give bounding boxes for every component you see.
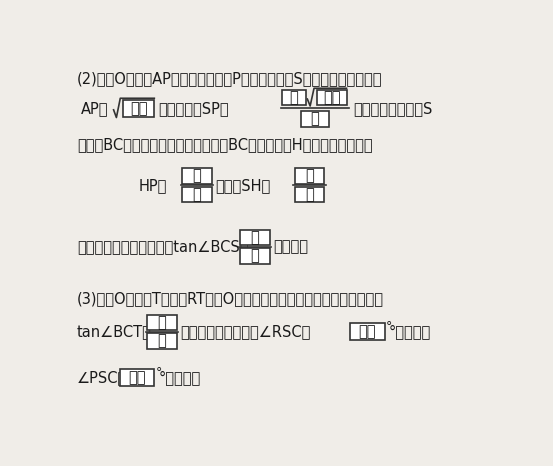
Text: である。よって，　∠RSC＝: である。よって， ∠RSC＝ xyxy=(181,324,311,339)
Text: チ: チ xyxy=(305,187,314,202)
Text: コ: コ xyxy=(290,90,298,105)
Bar xyxy=(182,187,212,202)
Bar xyxy=(182,168,212,184)
Text: クケ: クケ xyxy=(130,101,148,116)
Text: である。また，点S: である。また，点S xyxy=(353,101,432,116)
Text: ，　　SH＝: ， SH＝ xyxy=(215,178,270,193)
Text: ス: ス xyxy=(310,111,319,127)
Bar xyxy=(120,370,154,386)
Text: テ: テ xyxy=(251,249,259,264)
Text: ナ: ナ xyxy=(158,333,166,348)
Text: セ: セ xyxy=(192,169,201,184)
Text: ニヌ: ニヌ xyxy=(359,324,376,339)
Text: である。したがって，　tan∠BCS＝: である。したがって， tan∠BCS＝ xyxy=(77,240,248,254)
Text: ネノ: ネノ xyxy=(129,370,146,385)
Text: サシ: サシ xyxy=(323,90,341,105)
Text: タ: タ xyxy=(305,169,314,184)
Text: (2)　円Oと線分APとの交点のうちPと異なる方をSとする。このとき，: (2) 円Oと線分APとの交点のうちPと異なる方をSとする。このとき， xyxy=(77,71,382,86)
Text: HP＝: HP＝ xyxy=(139,178,167,193)
Bar xyxy=(295,168,324,184)
Text: °であり，: °であり， xyxy=(388,324,431,339)
Text: である。: である。 xyxy=(274,240,309,254)
Text: であり，　SP＝: であり， SP＝ xyxy=(158,101,229,116)
Bar xyxy=(317,90,347,105)
Bar xyxy=(295,187,324,202)
Text: tan∠BCT＝: tan∠BCT＝ xyxy=(77,324,152,339)
Text: °: ° xyxy=(386,320,393,333)
Text: °: ° xyxy=(156,366,162,379)
Text: ツ: ツ xyxy=(251,230,259,245)
Text: から辺BCへ垂線を下ろし，　垂線とBCとの交点をHとする。このとき: から辺BCへ垂線を下ろし， 垂線とBCとの交点をHとする。このとき xyxy=(77,137,373,152)
Bar xyxy=(123,100,154,117)
Bar xyxy=(241,248,270,264)
Text: AP＝: AP＝ xyxy=(81,101,108,116)
Text: (3)　円O上に点Tを線分RTが円Oの直径となるようにとる。このとき，: (3) 円O上に点Tを線分RTが円Oの直径となるようにとる。このとき， xyxy=(77,291,384,306)
Bar xyxy=(148,333,177,349)
Bar xyxy=(241,230,270,245)
Bar xyxy=(148,315,177,330)
Bar xyxy=(301,111,328,127)
Text: °である。: °である。 xyxy=(158,370,201,385)
Text: ∠PSC＝: ∠PSC＝ xyxy=(77,370,127,385)
Bar xyxy=(351,323,384,340)
Text: ト: ト xyxy=(158,315,166,330)
Bar xyxy=(282,90,305,105)
Text: ソ: ソ xyxy=(192,187,201,202)
